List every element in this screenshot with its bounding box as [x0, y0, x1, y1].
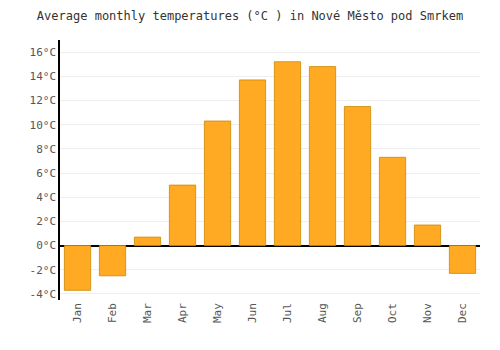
svg-text:Aug: Aug	[316, 303, 329, 323]
svg-text:0°C: 0°C	[36, 239, 56, 252]
svg-text:Dec: Dec	[456, 303, 469, 323]
svg-text:10°C: 10°C	[30, 119, 57, 132]
svg-text:Sep: Sep	[351, 303, 364, 323]
svg-text:6°C: 6°C	[36, 167, 56, 180]
svg-text:-2°C: -2°C	[30, 264, 57, 277]
svg-text:Oct: Oct	[386, 303, 399, 323]
svg-text:Jul: Jul	[281, 303, 294, 323]
svg-text:12°C: 12°C	[30, 94, 57, 107]
svg-text:8°C: 8°C	[36, 143, 56, 156]
svg-text:May: May	[211, 303, 224, 323]
svg-text:Average monthly temperatures (: Average monthly temperatures (°C ) in No…	[37, 9, 463, 23]
svg-text:2°C: 2°C	[36, 215, 56, 228]
svg-text:Apr: Apr	[176, 303, 189, 323]
svg-text:Nov: Nov	[421, 303, 434, 323]
svg-text:-4°C: -4°C	[30, 288, 57, 301]
svg-text:4°C: 4°C	[36, 191, 56, 204]
svg-text:16°C: 16°C	[30, 46, 57, 59]
svg-text:Feb: Feb	[106, 303, 119, 323]
svg-text:Mar: Mar	[141, 303, 154, 323]
svg-text:Jun: Jun	[246, 303, 259, 323]
svg-text:14°C: 14°C	[30, 70, 57, 83]
svg-text:Jan: Jan	[71, 303, 84, 323]
